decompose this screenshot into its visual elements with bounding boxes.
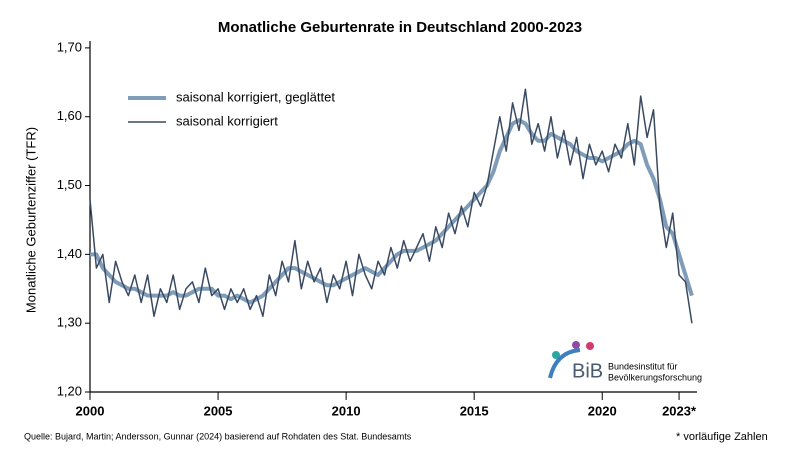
logo-dot <box>572 341 580 349</box>
y-tick-label: 1,50 <box>57 177 82 192</box>
footnote: * vorläufige Zahlen <box>676 431 768 443</box>
logo-dot <box>586 342 594 350</box>
x-tick-label: 2000 <box>76 403 105 418</box>
y-tick-label: 1,40 <box>57 246 82 261</box>
y-tick-label: 1,30 <box>57 315 82 330</box>
series-line <box>89 88 693 324</box>
x-tick-label: 2010 <box>332 403 361 418</box>
legend-label: saisonal korrigiert <box>176 113 278 128</box>
source: Quelle: Bujard, Martin; Andersson, Gunna… <box>24 431 412 441</box>
y-tick-label: 1,70 <box>57 39 82 54</box>
legend-label: saisonal korrigiert, geglättet <box>176 89 335 104</box>
x-tick-label: 2005 <box>204 403 233 418</box>
logo-short: BiB <box>572 360 603 382</box>
y-tick-label: 1,60 <box>57 108 82 123</box>
x-tick-label: 2015 <box>460 403 489 418</box>
x-tick-label: 2023* <box>662 403 697 418</box>
logo-dot <box>552 351 560 359</box>
logo-text: Bevölkerungsforschung <box>608 372 702 382</box>
y-tick-label: 1,20 <box>57 383 82 398</box>
x-tick-label: 2020 <box>588 403 617 418</box>
logo: BiB Bundesinstitut für Bevölkerungsforsc… <box>548 341 702 382</box>
logo-text: Bundesinstitut für <box>608 361 678 371</box>
logo-arc <box>548 348 581 379</box>
y-axis-label: Monatliche Geburtenziffer (TFR) <box>23 127 38 313</box>
series-line <box>90 118 694 305</box>
chart-title: Monatliche Geburtenrate in Deutschland 2… <box>218 19 582 36</box>
